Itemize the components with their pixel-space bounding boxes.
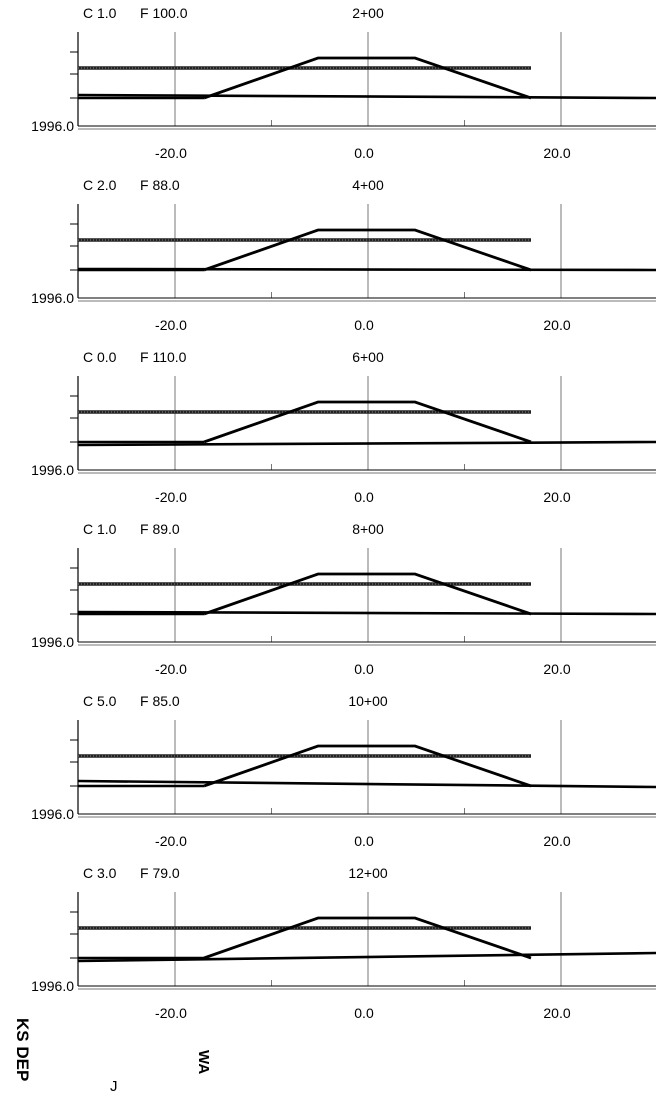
fill-template-outline — [203, 400, 532, 444]
x-tick-label-1: -20.0 — [155, 317, 187, 333]
station-label: 12+00 — [348, 865, 388, 881]
fill-template-outline — [203, 744, 532, 788]
fill-label: F 100.0 — [140, 5, 188, 21]
fill-label: F 85.0 — [140, 693, 180, 709]
elevation-label: 1996.0 — [31, 290, 74, 306]
existing-ground-line — [77, 440, 656, 447]
x-tick-label-2: 0.0 — [354, 145, 374, 161]
section-panel-1: C 1.0 F 100.0 2+00 1996.0 -20.0 0.0 20.0 — [31, 5, 656, 161]
x-tick-label-1: -20.0 — [155, 661, 187, 677]
fill-template-outline — [203, 56, 532, 100]
margin-stamp-rotated-b: J — [110, 1078, 118, 1095]
fill-template-outline — [203, 228, 532, 272]
x-tick-label-1: -20.0 — [155, 833, 187, 849]
station-label: 6+00 — [352, 349, 384, 365]
station-label: 8+00 — [352, 521, 384, 537]
x-tick-label-3: 20.0 — [543, 833, 570, 849]
existing-ground-line — [77, 951, 656, 963]
section-panel-5: C 5.0 F 85.0 10+00 1996.0 -20.0 0.0 20.0 — [31, 693, 656, 849]
section-panel-6: C 3.0 F 79.0 12+00 1996.0 -20.0 0.0 20.0 — [31, 865, 656, 1021]
x-tick-label-1: -20.0 — [155, 489, 187, 505]
cut-label: C 1.0 — [83, 5, 117, 21]
x-tick-label-2: 0.0 — [354, 661, 374, 677]
elevation-label: 1996.0 — [31, 806, 74, 822]
margin-stamp-rotated-a: WA — [195, 1050, 212, 1075]
station-label: 10+00 — [348, 693, 388, 709]
x-tick-label-3: 20.0 — [543, 489, 570, 505]
cut-label: C 1.0 — [83, 521, 117, 537]
x-tick-label-2: 0.0 — [354, 489, 374, 505]
x-tick-label-3: 20.0 — [543, 145, 570, 161]
x-tick-label-1: -20.0 — [155, 1005, 187, 1021]
x-tick-label-2: 0.0 — [354, 833, 374, 849]
x-tick-label-3: 20.0 — [543, 317, 570, 333]
station-label: 4+00 — [352, 177, 384, 193]
existing-ground-line — [77, 779, 656, 789]
existing-ground-line — [77, 93, 656, 100]
x-tick-label-2: 0.0 — [354, 1005, 374, 1021]
x-tick-label-1: -20.0 — [155, 145, 187, 161]
section-panel-2: C 2.0 F 88.0 4+00 1996.0 -20.0 0.0 20.0 — [31, 177, 656, 333]
existing-ground-line — [77, 610, 656, 616]
station-label: 2+00 — [352, 5, 384, 21]
fill-label: F 110.0 — [140, 349, 187, 365]
cut-label: C 0.0 — [83, 349, 117, 365]
cut-label: C 2.0 — [83, 177, 117, 193]
fill-label: F 79.0 — [140, 865, 180, 881]
elevation-label: 1996.0 — [31, 634, 74, 650]
section-panel-4: C 1.0 F 89.0 8+00 1996.0 -20.0 0.0 20.0 — [31, 521, 656, 677]
elevation-label: 1996.0 — [31, 118, 74, 134]
fill-label: F 89.0 — [140, 521, 180, 537]
section-panel-3: C 0.0 F 110.0 6+00 1996.0 -20.0 0.0 20.0 — [31, 349, 656, 505]
cut-label: C 3.0 — [83, 865, 117, 881]
elevation-label: 1996.0 — [31, 978, 74, 994]
x-tick-label-2: 0.0 — [354, 317, 374, 333]
cut-label: C 5.0 — [83, 693, 117, 709]
fill-template-outline — [203, 572, 532, 616]
x-tick-label-3: 20.0 — [543, 661, 570, 677]
margin-stamp-left: KS DEP — [13, 1018, 32, 1082]
fill-label: F 88.0 — [140, 177, 180, 193]
elevation-label: 1996.0 — [31, 462, 74, 478]
x-tick-label-3: 20.0 — [543, 1005, 570, 1021]
fill-template-outline — [203, 916, 532, 960]
